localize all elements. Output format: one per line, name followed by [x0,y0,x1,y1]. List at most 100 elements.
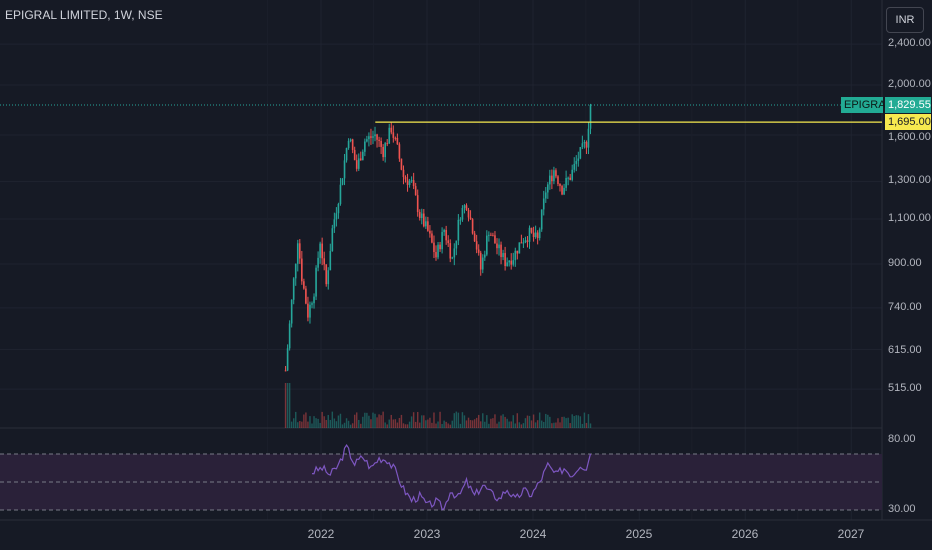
candle-body[interactable] [396,137,399,145]
candle-body[interactable] [408,181,411,185]
candle-body[interactable] [353,149,356,161]
candle-body[interactable] [516,250,519,254]
candle-body[interactable] [380,140,382,147]
candle-body[interactable] [490,234,492,236]
candle-body[interactable] [290,299,293,324]
candle-body[interactable] [420,213,423,219]
candle-body[interactable] [400,158,403,170]
candle-body[interactable] [579,146,582,159]
candle-body[interactable] [544,192,547,199]
candle-body[interactable] [416,195,419,213]
candle-body[interactable] [577,158,580,161]
symbol-tag[interactable]: EPIGRAL [841,97,892,113]
candle-body[interactable] [463,205,466,209]
candle-body[interactable] [288,323,291,349]
candle-body[interactable] [524,240,527,243]
candle-body[interactable] [364,141,366,152]
candle-body[interactable] [345,148,348,161]
level-price-tag[interactable]: 1,695.00 [885,114,931,130]
candle-body[interactable] [447,240,450,244]
candle-body[interactable] [321,243,323,259]
candle-body[interactable] [329,251,332,271]
candle-body[interactable] [492,235,494,237]
candle-body[interactable] [486,235,488,255]
candle-body[interactable] [317,257,319,268]
candle-body[interactable] [514,250,517,261]
candle-body[interactable] [339,184,342,204]
candle-body[interactable] [435,252,437,258]
candle-body[interactable] [504,253,506,267]
candle-body[interactable] [431,233,433,243]
candle-body[interactable] [327,270,330,285]
candle-body[interactable] [309,304,311,318]
candle-body[interactable] [437,244,439,258]
candle-body[interactable] [294,263,297,279]
candle-body[interactable] [575,160,578,164]
candle-body[interactable] [406,179,409,185]
candle-body[interactable] [557,176,559,184]
candle-body[interactable] [488,234,490,236]
candle-body[interactable] [341,178,344,185]
candle-body[interactable] [551,175,553,182]
candle-body[interactable] [479,252,482,270]
candle-body[interactable] [394,137,397,139]
candle-body[interactable] [571,169,574,180]
candle-body[interactable] [410,180,413,182]
candle-body[interactable] [538,229,541,239]
candle-body[interactable] [382,146,384,158]
candle-body[interactable] [518,242,521,254]
rsi-series-line[interactable] [311,444,592,511]
candle-body[interactable] [378,139,380,141]
candle-body[interactable] [392,132,395,138]
candle-body[interactable] [301,258,303,282]
candle-body[interactable] [526,240,529,242]
candlestick-series[interactable] [284,103,592,372]
candle-body[interactable] [502,253,504,258]
candle-body[interactable] [449,243,452,259]
candle-body[interactable] [473,233,476,242]
candle-body[interactable] [457,219,460,241]
candle-body[interactable] [441,232,443,250]
candle-body[interactable] [422,213,425,227]
candle-body[interactable] [433,242,435,253]
candle-body[interactable] [542,198,545,210]
candle-body[interactable] [483,254,486,258]
candle-body[interactable] [481,257,484,270]
candle-body[interactable] [512,260,515,265]
candle-body[interactable] [357,158,360,169]
candle-body[interactable] [374,134,376,137]
candle-body[interactable] [335,213,338,220]
candle-body[interactable] [333,219,336,229]
candle-body[interactable] [388,127,391,144]
candle-body[interactable] [372,136,374,138]
candle-body[interactable] [585,142,588,148]
candle-body[interactable] [362,151,364,161]
candle-body[interactable] [376,134,378,140]
candle-body[interactable] [534,232,537,238]
candle-body[interactable] [370,136,372,138]
candle-body[interactable] [286,348,289,371]
candle-body[interactable] [587,128,590,148]
candle-body[interactable] [323,258,326,265]
candle-body[interactable] [475,241,478,250]
candle-body[interactable] [494,235,496,244]
candle-body[interactable] [307,303,309,318]
currency-button[interactable]: INR [886,7,924,33]
candle-body[interactable] [368,136,370,140]
candle-body[interactable] [386,143,389,145]
candle-body[interactable] [337,203,340,214]
candle-body[interactable] [351,139,354,150]
candle-body[interactable] [467,209,470,218]
candle-body[interactable] [296,243,299,264]
candle-body[interactable] [555,170,557,177]
candle-body[interactable] [298,243,301,259]
candle-body[interactable] [331,228,334,252]
candle-body[interactable] [390,127,393,133]
candle-body[interactable] [451,257,454,259]
candle-body[interactable] [343,160,346,179]
candle-body[interactable] [549,175,551,185]
candle-body[interactable] [402,169,405,178]
candle-body[interactable] [510,260,513,265]
candle-body[interactable] [532,232,535,238]
candle-body[interactable] [500,244,502,258]
